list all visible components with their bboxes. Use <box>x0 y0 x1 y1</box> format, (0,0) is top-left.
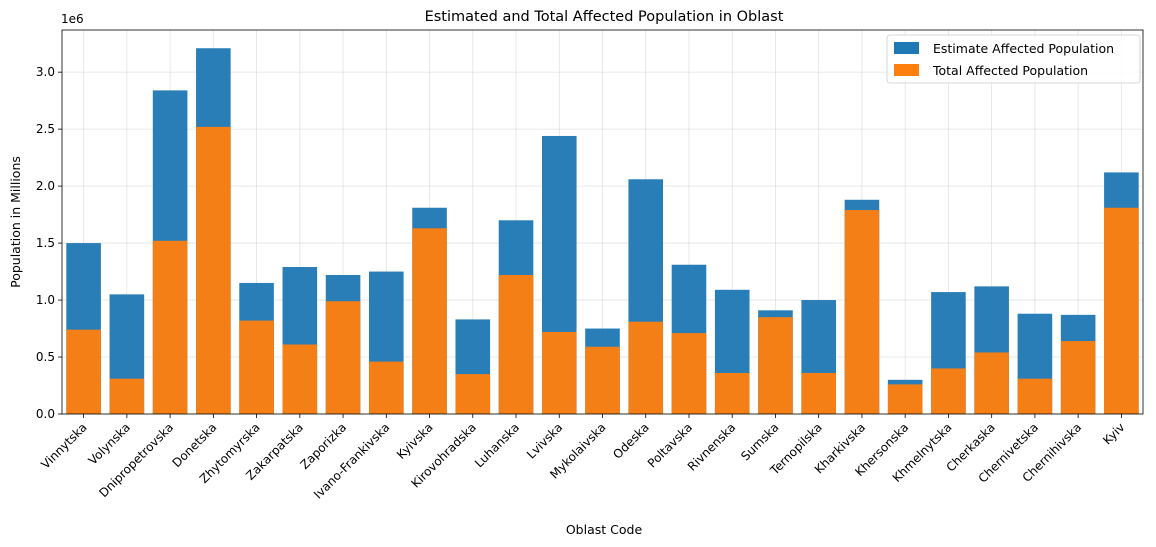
bar-total-ivano-frankivska <box>369 361 404 414</box>
y-tick-label: 2.5 <box>36 122 55 136</box>
bar-total-mykolaivska <box>585 346 620 414</box>
x-tick-label: Lvivska <box>524 420 565 461</box>
y-axis-label: Population in Millions <box>8 156 23 288</box>
x-tick-label: Dnipropetrovska <box>96 420 176 500</box>
bar-total-cherkaska <box>974 352 1009 414</box>
x-axis-label: Oblast Code <box>566 522 643 537</box>
y-tick-label: 0.5 <box>36 350 55 364</box>
bar-total-zakarpatska <box>282 344 318 414</box>
bar-total-rivnenska <box>714 372 750 414</box>
x-tick-label: Odeska <box>610 420 652 462</box>
y-offset-label: 1e6 <box>61 12 84 26</box>
bar-total-zhytomyrska <box>239 320 274 414</box>
bar-total-lvivska <box>541 331 577 414</box>
y-tick-label: 0.0 <box>36 407 55 421</box>
x-tick-label: Kyiv <box>1100 420 1127 447</box>
legend: Estimate Affected Population Total Affec… <box>886 34 1141 84</box>
legend-label-estimate: Estimate Affected Population <box>933 41 1114 56</box>
bar-total-sumska <box>758 317 793 414</box>
bar-total-khersonska <box>887 384 923 414</box>
legend-label-total: Total Affected Population <box>932 63 1088 78</box>
bar-total-chernivetska <box>1017 378 1053 414</box>
legend-swatch-total <box>894 64 919 76</box>
bar-total-dnipropetrovska <box>152 240 188 414</box>
bar-total-luhanska <box>498 274 534 414</box>
bar-total-khmelnytska <box>931 368 966 414</box>
bar-total-kyiv <box>1104 207 1139 414</box>
bar-total-vinnytska <box>66 329 101 414</box>
x-tick-label: Kyivska <box>394 420 436 462</box>
bars <box>66 48 1139 415</box>
bar-total-kirovohradska <box>455 374 491 414</box>
y-tick-label: 1.0 <box>36 293 55 307</box>
bar-total-odeska <box>628 321 664 414</box>
x-tick-label: Luhanska <box>472 420 522 470</box>
bar-total-ternopilska <box>801 372 836 414</box>
bar-total-poltavska <box>671 333 707 414</box>
bar-total-chernihivska <box>1060 341 1096 414</box>
y-tick-label: 1.5 <box>36 236 55 250</box>
chart-title: Estimated and Total Affected Population … <box>425 9 784 25</box>
bar-total-kharkivska <box>844 210 880 414</box>
legend-frame <box>886 34 1141 84</box>
x-tick-label: Vinnytska <box>38 420 89 471</box>
y-tick-label: 2.0 <box>36 179 55 193</box>
y-tick-label: 3.0 <box>36 65 55 79</box>
x-tick-label: Ivano-Frankivska <box>311 420 392 501</box>
bar-total-volynska <box>109 378 145 414</box>
bar-total-zaporizka <box>325 301 361 414</box>
legend-swatch-estimate <box>894 42 919 54</box>
x-tick-label: Sumska <box>738 420 781 463</box>
bar-total-kyivska <box>412 228 447 414</box>
bar-total-donetska <box>196 126 231 414</box>
